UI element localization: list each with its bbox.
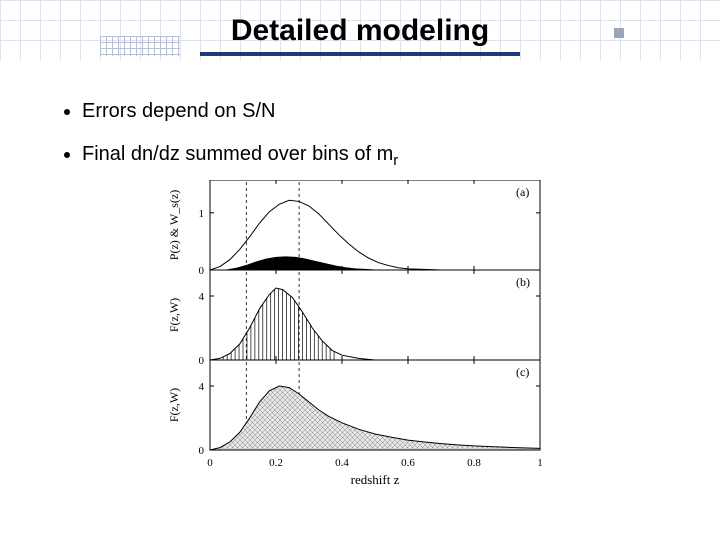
svg-text:1: 1 xyxy=(537,457,543,469)
svg-text:0.6: 0.6 xyxy=(401,457,415,469)
svg-text:F(z,W): F(z,W) xyxy=(167,298,181,332)
svg-text:4: 4 xyxy=(199,291,205,303)
figure-svg: 0 1 P(z) & W_s(z) (a) 0 4 F(z,W) (b) 0 4 F(z,W) (c)… xyxy=(150,180,570,520)
figure-container: 0 1 P(z) & W_s(z) (a) 0 4 F(z,W) (b) 0 4 F(z,W) (c)… xyxy=(150,180,570,520)
svg-text:0.4: 0.4 xyxy=(335,457,349,469)
slide-title: Detailed modeling xyxy=(0,14,720,48)
svg-text:1: 1 xyxy=(199,208,205,220)
svg-text:0: 0 xyxy=(199,265,205,277)
svg-text:0: 0 xyxy=(207,457,213,469)
svg-text:P(z) & W_s(z): P(z) & W_s(z) xyxy=(167,190,181,260)
title-underline xyxy=(200,52,520,56)
svg-text:(c): (c) xyxy=(516,365,529,379)
bullet-item: Errors depend on S/N xyxy=(82,100,398,123)
svg-text:(b): (b) xyxy=(516,275,530,289)
svg-text:0.2: 0.2 xyxy=(269,457,283,469)
svg-text:F(z,W): F(z,W) xyxy=(167,388,181,422)
bullet-list: Errors depend on S/N Final dn/dz summed … xyxy=(24,100,398,189)
svg-text:(a): (a) xyxy=(516,185,529,199)
svg-text:0.8: 0.8 xyxy=(467,457,481,469)
svg-text:0: 0 xyxy=(199,445,205,457)
svg-text:redshift z: redshift z xyxy=(351,472,400,487)
bullet-item: Final dn/dz summed over bins of mr xyxy=(82,143,398,169)
svg-text:4: 4 xyxy=(199,381,205,393)
svg-text:0: 0 xyxy=(199,355,205,367)
